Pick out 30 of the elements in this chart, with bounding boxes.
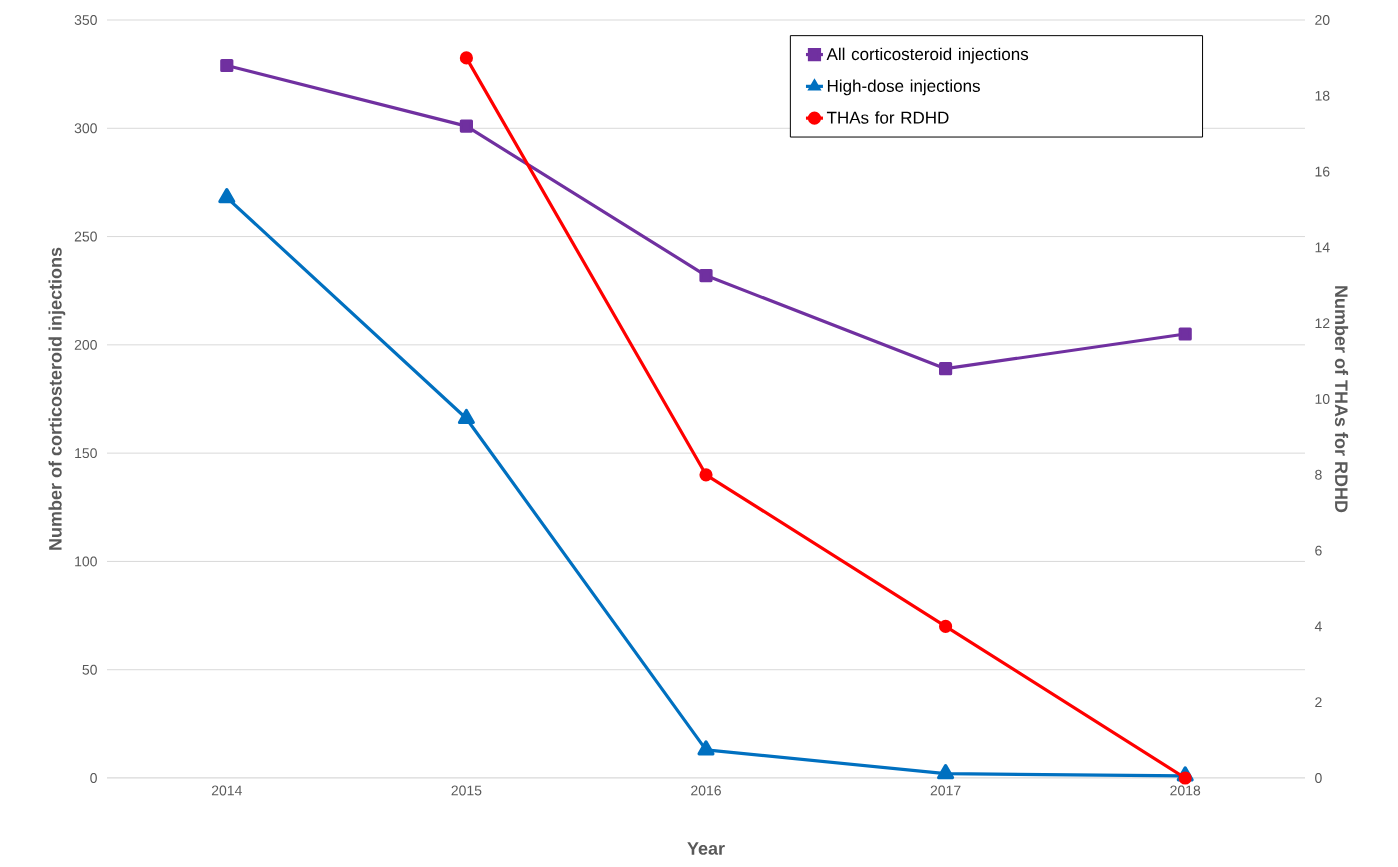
y2-tick-label: 4 [1314, 621, 1322, 632]
y-tick-label: 100 [75, 556, 97, 567]
legend-label: THAs for RDHD [826, 111, 949, 124]
y-tick-label: 200 [74, 339, 97, 350]
x-tick-label: 2017 [930, 785, 961, 796]
y2-tick-label: 2 [1315, 697, 1322, 708]
y2-tick-label: 12 [1315, 318, 1330, 329]
y2-tick-label: 20 [1315, 15, 1330, 25]
y-tick-label: 250 [74, 231, 97, 242]
y-tick-label: 0 [90, 773, 97, 783]
y-tick-label: 350 [74, 15, 97, 25]
y2-tick-label: 16 [1315, 166, 1330, 177]
y2-tick-label: 10 [1315, 394, 1330, 404]
legend-label: High-dose injections [827, 79, 980, 96]
y-tick-label: 50 [82, 664, 97, 675]
x-tick-label: 2015 [451, 785, 482, 796]
x-tick-label: 2014 [211, 785, 242, 796]
y2-tick-label: 18 [1315, 90, 1330, 101]
y-axis-title: Number of corticosteroid injections [48, 247, 66, 550]
y2-tick-label: 0 [1315, 773, 1322, 783]
legend-label: All corticosteroid injections [826, 47, 1029, 64]
y2-tick-label: 6 [1315, 545, 1322, 556]
x-tick-label: 2018 [1170, 785, 1201, 796]
y2-axis-title: Number of THAs for RDHD [1334, 286, 1349, 513]
y-tick-label: 300 [74, 123, 97, 134]
y2-tick-label: 14 [1315, 242, 1330, 253]
x-axis-title: Year [687, 842, 725, 855]
y-tick-label: 150 [75, 448, 97, 459]
y2-tick-label: 8 [1315, 469, 1322, 480]
x-tick-label: 2016 [691, 785, 721, 796]
